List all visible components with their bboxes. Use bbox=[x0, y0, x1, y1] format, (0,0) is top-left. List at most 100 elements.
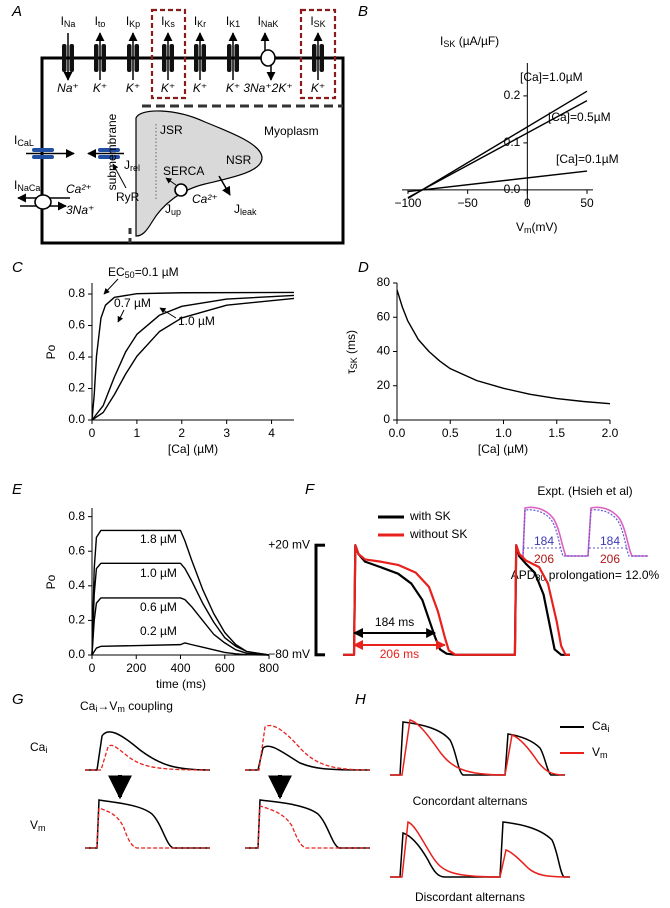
text-part: Ca bbox=[592, 719, 608, 733]
trace bbox=[245, 805, 370, 849]
text-part: J bbox=[165, 202, 171, 216]
subscript: leak bbox=[240, 207, 257, 217]
data-line bbox=[91, 642, 270, 656]
subscript: to bbox=[98, 19, 106, 29]
channel-icon bbox=[127, 44, 132, 72]
channel-label: RyR bbox=[116, 190, 140, 204]
data-line bbox=[407, 170, 588, 193]
sarcoplasmic-reticulum bbox=[135, 110, 263, 237]
flux-arrow bbox=[165, 177, 177, 186]
text-part: I bbox=[14, 178, 17, 192]
x-tick-label: 0 bbox=[524, 196, 531, 210]
text-part: τ bbox=[344, 369, 358, 374]
channel-icon bbox=[201, 44, 206, 72]
current-label: INa bbox=[61, 14, 76, 29]
series-label: EC50=0.1 µM bbox=[108, 265, 179, 280]
compartment-label: Myoplasm bbox=[264, 124, 319, 138]
chart: +20 mV −80 mV with SK without SK 184 ms 206 m… bbox=[268, 509, 570, 661]
x-axis-label: [Ca] (µM) bbox=[168, 442, 218, 456]
x-tick-label: 800 bbox=[259, 661, 279, 675]
subscript: NaCa bbox=[17, 183, 40, 193]
text-part: J bbox=[234, 202, 240, 216]
channel-icon bbox=[312, 44, 317, 72]
inset-value: 184 bbox=[600, 534, 620, 548]
text-part: I bbox=[194, 14, 197, 28]
x-tick-label: 1.5 bbox=[548, 426, 565, 440]
compartment-label: NSR bbox=[226, 153, 252, 167]
x-axis-label: time (ms) bbox=[156, 677, 206, 691]
inset-value: 206 bbox=[600, 552, 620, 566]
trace bbox=[85, 799, 210, 849]
legend-label: Cai bbox=[592, 719, 609, 734]
subscript: i bbox=[45, 745, 47, 755]
current-label: ICaL bbox=[14, 133, 34, 148]
inset-title: Expt. (Hsieh et al) bbox=[537, 484, 632, 498]
y-tick-label: 0.4 bbox=[68, 349, 85, 363]
subscript: rel bbox=[130, 163, 140, 173]
channel-icon bbox=[169, 44, 174, 72]
trace bbox=[85, 731, 211, 771]
data-line bbox=[91, 294, 295, 421]
x-tick-label: 2 bbox=[178, 426, 185, 440]
trace bbox=[390, 821, 570, 878]
current-label: INaCa bbox=[14, 178, 40, 193]
ion-label: K⁺ bbox=[193, 81, 207, 95]
y-tick-label: 0.8 bbox=[68, 509, 85, 523]
x-tick-label: 600 bbox=[215, 661, 235, 675]
text-part: APD bbox=[511, 568, 536, 582]
flux-label: Jleak bbox=[234, 202, 257, 217]
series-label: 0.6 µM bbox=[140, 600, 177, 614]
caption: Discordant alternans bbox=[415, 890, 525, 904]
text-part: coupling bbox=[125, 699, 173, 713]
y-tick-label: 0.2 bbox=[68, 381, 85, 395]
data-line bbox=[343, 544, 570, 656]
text-part: prolongation= 12.0% bbox=[545, 568, 659, 582]
ion-label: 3Na⁺2K⁺ bbox=[243, 81, 292, 95]
scale-bar-label: −80 mV bbox=[268, 647, 310, 661]
ion-label: Ca²⁺ bbox=[66, 182, 92, 196]
ion-label: Ca²⁺ bbox=[192, 192, 218, 206]
subscript: m bbox=[524, 225, 532, 235]
subscript: i bbox=[607, 724, 609, 734]
text-part: (ms) bbox=[344, 330, 358, 357]
panel-label: F bbox=[305, 481, 315, 498]
pump-icon bbox=[174, 183, 188, 197]
series-label: 1.8 µM bbox=[140, 532, 177, 546]
text-part: I bbox=[440, 34, 443, 48]
panel-label: G bbox=[12, 691, 24, 708]
panel-label: B bbox=[358, 3, 368, 20]
data-line bbox=[407, 99, 588, 199]
text-part: V bbox=[516, 220, 524, 234]
series-label: [Ca]=0.1µM bbox=[556, 152, 619, 166]
ion-label: Na⁺ bbox=[57, 81, 79, 95]
y-tick-label: 0.6 bbox=[68, 543, 85, 557]
subscript: 50 bbox=[125, 270, 135, 280]
data-line bbox=[91, 297, 295, 421]
x-tick-label: −50 bbox=[457, 196, 478, 210]
channel-icon bbox=[227, 44, 232, 72]
flux-label: Jrel bbox=[124, 158, 140, 173]
label-pointer bbox=[159, 307, 177, 319]
trace bbox=[245, 799, 370, 849]
data-line bbox=[407, 90, 588, 199]
inset-trace bbox=[518, 506, 648, 557]
exchanger-icon bbox=[34, 194, 52, 210]
text-part: Ca bbox=[30, 740, 46, 754]
x-tick-label: −100 bbox=[394, 196, 421, 210]
panel-label: A bbox=[11, 3, 22, 20]
text-part: I bbox=[61, 14, 64, 28]
x-tick-label: 0 bbox=[89, 661, 96, 675]
pump-label: SERCA bbox=[163, 164, 204, 178]
panel-label: C bbox=[12, 259, 23, 276]
panel-title: Cai→Vm coupling bbox=[80, 699, 173, 714]
series-label: 1.0 µM bbox=[140, 566, 177, 580]
panel-label: H bbox=[355, 691, 366, 708]
trace bbox=[85, 744, 211, 771]
channel-icon bbox=[98, 148, 120, 152]
text-part: V bbox=[592, 745, 600, 759]
data-line bbox=[91, 562, 270, 656]
text-part: EC bbox=[108, 265, 125, 279]
x-tick-label: 1.0 bbox=[495, 426, 512, 440]
